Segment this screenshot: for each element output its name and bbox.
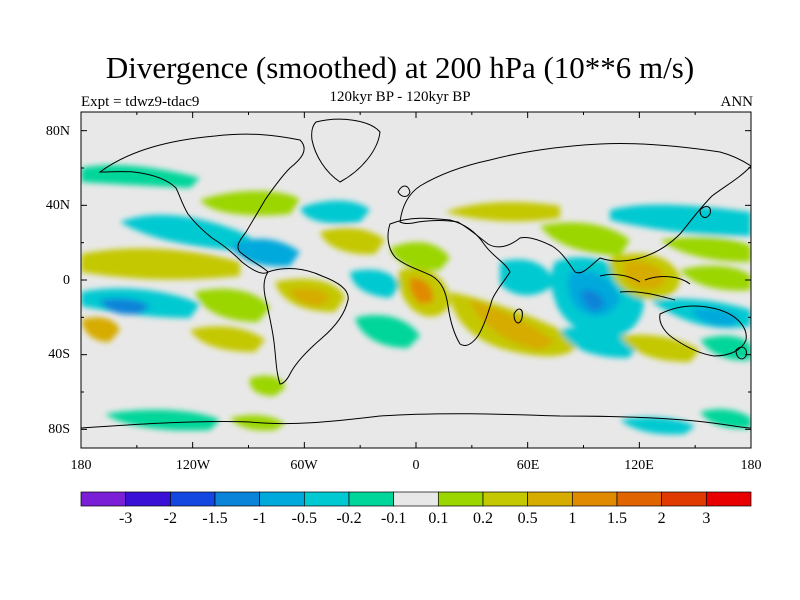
field-blob: [105, 409, 220, 431]
colorbar-label: 1.5: [607, 510, 627, 527]
coast-greenland: [311, 118, 381, 183]
field-blob: [249, 375, 285, 396]
coast-south-america: [263, 268, 349, 385]
coastlines: [81, 118, 751, 429]
field-blob: [355, 315, 420, 348]
lon-tick-0: 0: [412, 458, 420, 473]
field-blob: [500, 259, 555, 296]
field-blob: [81, 248, 240, 280]
colorbar-swatch: [437, 491, 484, 507]
coast-new-zealand: [735, 346, 747, 360]
colorbar-label: -0.2: [336, 510, 362, 527]
field-blob: [200, 190, 300, 216]
colorbar-label: -1.5: [202, 510, 228, 527]
field-blob: [581, 289, 605, 312]
colorbar-swatch: [482, 491, 529, 507]
colorbar-label: 0.2: [473, 510, 493, 527]
lon-tick-60w: 60W: [290, 458, 318, 473]
colorbar-label: -0.5: [291, 510, 317, 527]
field-blob: [560, 326, 640, 358]
colorbar-swatch: [661, 491, 707, 507]
field-blob: [290, 288, 330, 306]
field-blob: [320, 227, 385, 255]
field-blob: [680, 265, 751, 291]
colorbar-label: -3: [118, 510, 133, 527]
experiment-label: Expt = tdwz9-tdac9: [81, 94, 200, 110]
colorbar-label: -2: [163, 510, 177, 527]
coast-eurasia: [399, 142, 751, 274]
colorbar-swatch: [303, 491, 350, 507]
colorbar-swatch: [169, 491, 216, 507]
axis-ticks: [80, 112, 752, 448]
colorbar-label: 3: [702, 510, 711, 527]
map-subtitle: 120kyr BP - 120kyr BP: [329, 89, 471, 105]
season-label: ANN: [720, 94, 754, 110]
lat-tick-80s: 80S: [48, 422, 70, 437]
colorbar-label: -0.1: [380, 510, 407, 527]
colorbar-label: 1: [568, 510, 577, 527]
field-blob: [120, 214, 253, 250]
coast-antarctica: [81, 413, 751, 429]
field-blob: [350, 269, 400, 298]
field-blob: [230, 238, 300, 267]
field-blob: [100, 298, 150, 315]
coast-madagascar: [513, 308, 523, 324]
colorbar-label: 0.5: [517, 510, 538, 527]
coast-australia: [659, 305, 747, 357]
field-blob: [700, 335, 751, 361]
field-blob: [610, 204, 751, 236]
coast-uk: [397, 185, 411, 197]
coast-japan: [699, 206, 711, 218]
colorbar-label: 2: [657, 510, 666, 527]
colorbar-swatch: [348, 491, 395, 507]
field-blob: [81, 317, 120, 342]
field-blob: [700, 409, 751, 429]
colorbar: [80, 491, 752, 507]
lat-tick-40s: 40S: [48, 347, 70, 362]
map-title: Divergence (smoothed) at 200 hPa (10**6 …: [105, 50, 695, 85]
lon-tick-120w: 120W: [175, 458, 211, 473]
field-blob: [470, 300, 555, 350]
colorbar-swatch: [80, 491, 127, 507]
colorbar-label: 0.1: [428, 510, 449, 527]
field-blob: [195, 288, 270, 322]
colorbar-swatch: [125, 491, 171, 507]
lon-tick-180w: 180: [70, 458, 92, 473]
lat-tick-40n: 40N: [45, 198, 70, 213]
coast-indonesia: [599, 273, 691, 301]
field-blob: [620, 417, 695, 435]
colorbar-swatch: [527, 491, 573, 507]
colorbar-swatch: [259, 491, 305, 507]
field-blob: [540, 222, 630, 256]
colorbar-swatch: [214, 491, 261, 507]
field-blob: [409, 277, 434, 304]
colorbar-swatch: [616, 491, 663, 507]
field-blob: [300, 200, 370, 224]
colorbar-swatch: [393, 491, 439, 507]
lat-tick-eq: 0: [63, 273, 70, 288]
lon-tick-180e: 180: [740, 458, 762, 473]
field-blob: [81, 165, 200, 188]
coast-north-america: [98, 133, 305, 274]
field-blob: [190, 326, 265, 352]
field-blob: [620, 334, 700, 362]
colorbar-swatch: [571, 491, 618, 507]
colorbar-swatch: [705, 491, 752, 507]
lon-tick-60e: 60E: [516, 458, 540, 473]
field-blob: [660, 237, 751, 262]
lon-tick-120e: 120E: [624, 458, 654, 473]
field-blob: [623, 260, 666, 290]
colorbar-label: -1: [252, 510, 267, 527]
lat-tick-80n: 80N: [45, 124, 70, 139]
field-blob: [445, 202, 560, 222]
